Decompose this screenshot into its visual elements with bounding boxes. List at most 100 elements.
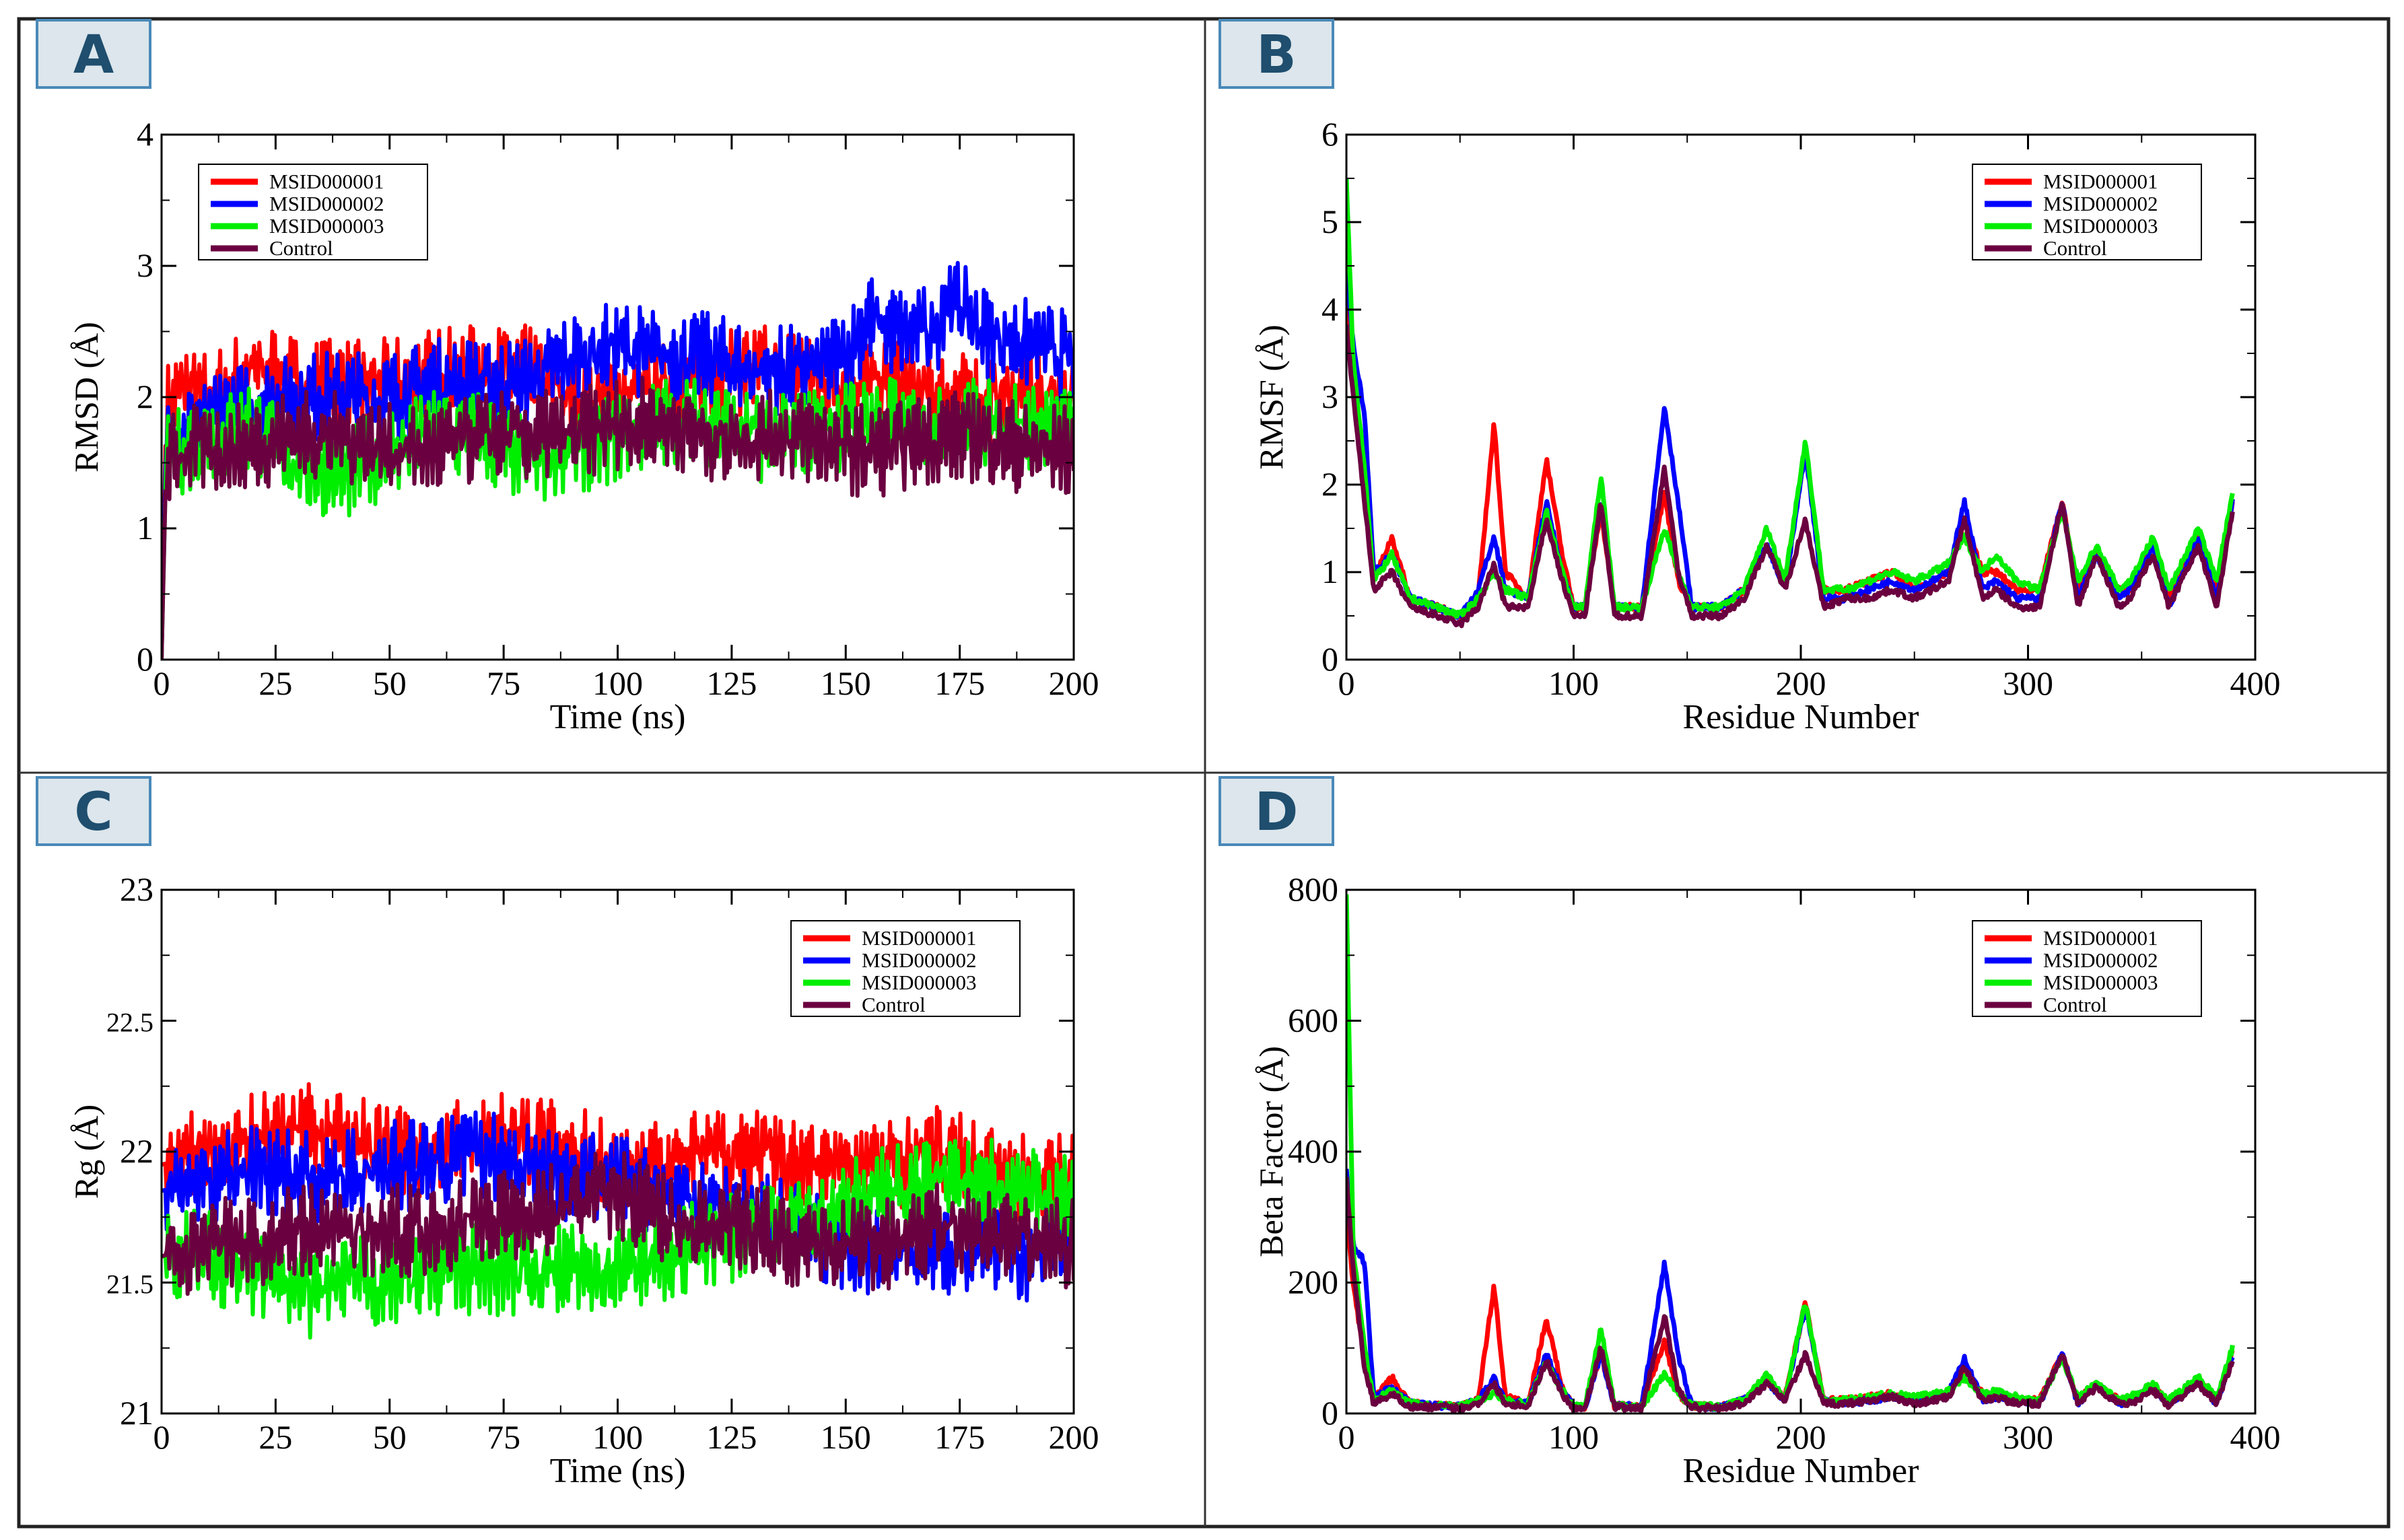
y-tick-label: 600: [1288, 1002, 1338, 1039]
series-msid000003: [162, 1138, 1074, 1340]
series-control: [162, 1151, 1074, 1296]
x-tick-label: 25: [259, 664, 292, 702]
legend-label-msid000003: MSID000003: [269, 214, 384, 238]
plot-area: [162, 260, 1074, 660]
y-tick-label: 0: [1321, 1394, 1338, 1432]
x-tick-label: 50: [373, 1418, 407, 1456]
x-tick-label: 100: [592, 1418, 643, 1456]
series-control: [162, 376, 1074, 660]
legend-label-control: Control: [2043, 993, 2107, 1016]
x-tick-label: 100: [1548, 664, 1599, 702]
x-tick-label: 0: [153, 664, 170, 702]
y-tick-label: 4: [1321, 290, 1338, 328]
x-tick-label: 75: [487, 664, 520, 702]
panel-c: C 0 25 50 75 100 125 150 175 200 21 21.5 22 22.5 23 Tim…: [36, 776, 1099, 1490]
x-axis-label: Time (ns): [550, 698, 686, 736]
y-tick-label: 1: [137, 509, 153, 547]
panel-label-box: [36, 19, 151, 89]
legend-label-control: Control: [269, 236, 333, 260]
y-axis-label: Rg (Å): [67, 1105, 105, 1199]
x-tick-label: 25: [259, 1418, 292, 1456]
x-tick-label: 0: [1338, 1418, 1355, 1456]
y-tick-label: 6: [1321, 115, 1338, 153]
y-tick-label: 0: [137, 640, 153, 678]
x-axis-label: Time (ns): [550, 1452, 686, 1490]
x-tick-label: 300: [2003, 1418, 2053, 1456]
plot-area: [1346, 894, 2235, 1413]
y-tick-label: 22: [120, 1132, 153, 1170]
panel-label-box: [1218, 776, 1334, 846]
legend-label-msid000002: MSID000002: [2043, 192, 2158, 215]
x-axis-label: Residue Number: [1683, 1452, 1919, 1490]
x-tick-label: 400: [2230, 664, 2281, 702]
panel-label-letter: D: [1255, 782, 1299, 843]
panel-label-letter: A: [73, 25, 114, 85]
plot-area: [162, 1082, 1074, 1340]
y-tick-label: 0: [1321, 640, 1338, 678]
panel-d: D 0 100 200 300 400 0 200 400 600 800 Residue Numbe…: [1218, 776, 2281, 1490]
y-tick-label: 23: [120, 870, 153, 908]
x-tick-label: 100: [1548, 1418, 1599, 1456]
x-tick-label: 300: [2003, 664, 2053, 702]
panel-label-letter: B: [1256, 25, 1296, 85]
series-control: [1346, 1177, 2235, 1413]
y-tick-label: 21: [120, 1394, 153, 1432]
panel-b: B 0 100 200 300 400 0 1 2 3 4 5 6 Residue Number RMSF …: [1218, 19, 2281, 736]
legend-label-msid000001: MSID000001: [2043, 926, 2158, 950]
series-msid000002: [162, 260, 1074, 660]
legend-label-msid000002: MSID000002: [2043, 948, 2158, 972]
x-tick-label: 125: [706, 664, 757, 702]
legend-label-control: Control: [2043, 236, 2107, 260]
legend-label-msid000002: MSID000002: [862, 948, 977, 972]
panel-a: A 0 25 50 75 100 125 150 175 200 0 1 2 3 4 Time (ns) RMS…: [36, 19, 1099, 736]
series-control: [1346, 324, 2235, 629]
x-tick-label: 0: [1338, 664, 1355, 702]
legend-label-msid000003: MSID000003: [862, 971, 977, 994]
x-tick-label: 200: [1776, 1418, 1826, 1456]
x-tick-label: 150: [821, 664, 871, 702]
panel-label-box: [1218, 19, 1334, 89]
y-axis-label: RMSF (Å): [1252, 324, 1290, 469]
legend-label-msid000002: MSID000002: [269, 192, 384, 215]
y-tick-label: 5: [1321, 203, 1338, 240]
x-tick-label: 150: [821, 1418, 871, 1456]
plot-area: [1346, 178, 2235, 629]
legend-label-control: Control: [862, 993, 926, 1016]
y-tick-label: 21.5: [106, 1269, 153, 1300]
panel-label-letter: C: [74, 782, 112, 843]
x-tick-label: 175: [934, 1418, 985, 1456]
x-tick-label: 200: [1049, 1418, 1099, 1456]
y-tick-label: 400: [1288, 1132, 1338, 1170]
x-tick-label: 175: [934, 664, 985, 702]
x-tick-label: 400: [2230, 1418, 2281, 1456]
y-tick-label: 800: [1288, 870, 1338, 908]
y-tick-label: 22.5: [106, 1008, 153, 1038]
x-tick-label: 75: [487, 1418, 520, 1456]
legend-label-msid000001: MSID000001: [862, 926, 977, 950]
x-tick-label: 200: [1049, 664, 1099, 702]
x-axis-label: Residue Number: [1683, 698, 1919, 736]
y-tick-label: 3: [1321, 378, 1338, 415]
legend-label-msid000001: MSID000001: [269, 170, 384, 193]
legend-label-msid000003: MSID000003: [2043, 214, 2158, 238]
y-tick-label: 1: [1321, 553, 1338, 590]
x-tick-label: 50: [373, 664, 407, 702]
y-tick-label: 3: [137, 246, 153, 284]
y-tick-label: 200: [1288, 1263, 1338, 1301]
x-tick-label: 0: [153, 1418, 170, 1456]
x-tick-label: 200: [1776, 664, 1826, 702]
series-msid000003: [1346, 894, 2235, 1412]
legend-label-msid000001: MSID000001: [2043, 170, 2158, 193]
x-tick-label: 100: [592, 664, 643, 702]
y-axis-label: Beta Factor (Å): [1252, 1046, 1290, 1257]
y-tick-label: 2: [137, 378, 153, 415]
y-tick-label: 2: [1321, 465, 1338, 503]
x-tick-label: 125: [706, 1418, 757, 1456]
panel-label-box: [36, 776, 151, 846]
legend-label-msid000003: MSID000003: [2043, 971, 2158, 994]
